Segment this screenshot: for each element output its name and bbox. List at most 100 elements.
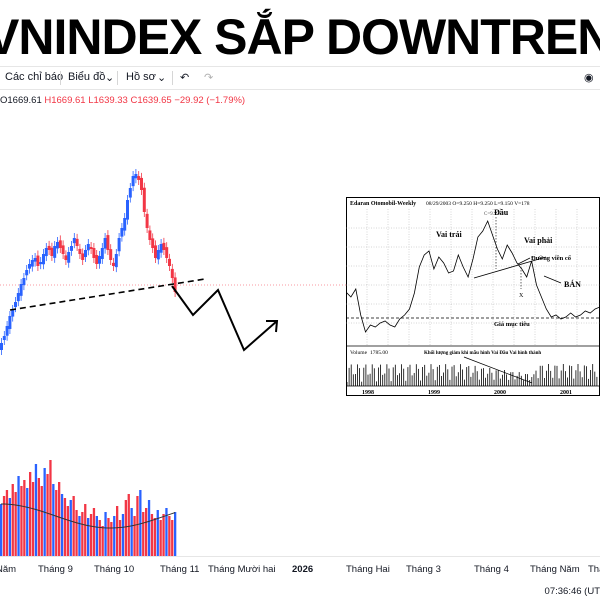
inset-year-label: 2001: [560, 390, 572, 396]
candle-body: [53, 246, 57, 258]
candle-body: [84, 250, 87, 258]
candle-body: [159, 244, 163, 253]
inset-year-label: 1999: [428, 390, 440, 396]
candle-body: [123, 218, 127, 231]
volume-bar: [46, 474, 49, 556]
inset-year-label: 1998: [362, 390, 374, 396]
volume-bar: [0, 504, 3, 556]
candle-body: [173, 277, 177, 292]
inset-right-shoulder-label: Vai phải: [524, 236, 553, 245]
toolbar-divider: [60, 71, 61, 85]
volume-bar: [63, 498, 67, 556]
volume-bar: [72, 496, 75, 556]
time-axis-label: Tháng 3: [406, 564, 441, 575]
candle-body: [117, 238, 121, 252]
candle-body: [70, 246, 73, 251]
inset-volume-label: Volume: [350, 350, 368, 356]
volume-bar: [84, 504, 87, 556]
candle-body: [14, 302, 17, 308]
volume-bar: [87, 518, 90, 556]
candle-body: [142, 187, 146, 212]
inset-neckline-pointer: [517, 257, 531, 265]
volume-bar: [118, 520, 122, 556]
inset-year-label: 2000: [494, 390, 506, 396]
candle-body: [78, 248, 82, 254]
clock-readout: 07:36:46 (UT: [544, 586, 600, 597]
redo-icon[interactable]: ↷: [204, 72, 214, 84]
volume-ma-line: [0, 503, 176, 529]
candle-body: [128, 188, 132, 198]
candle-body: [92, 248, 96, 258]
candle-body: [126, 200, 129, 220]
candle-body: [44, 248, 48, 257]
candle-body: [168, 258, 171, 266]
volume-bar: [156, 510, 159, 556]
candle-body: [5, 326, 9, 336]
ohlc-low: L1639.33: [88, 95, 128, 106]
volume-bar: [159, 520, 162, 556]
candle-body: [100, 248, 104, 259]
time-axis-label: Tháng 10: [94, 564, 135, 575]
candle-body: [16, 293, 20, 302]
candle-body: [75, 238, 79, 246]
chevron-down-icon[interactable]: ⌄: [105, 72, 115, 84]
volume-bar: [127, 494, 130, 556]
candle-body: [81, 253, 85, 260]
inset-grid: [346, 209, 600, 345]
volume-bar: [2, 496, 6, 556]
inset-frame: [346, 197, 600, 396]
price-chart[interactable]: [0, 88, 600, 556]
volume-bar: [78, 516, 81, 556]
candle-body: [156, 250, 160, 260]
volume-bar: [49, 460, 52, 556]
candle-body: [145, 213, 149, 228]
time-axis-label: Tháng Mười hai: [208, 564, 276, 575]
inset-volume-trendline: [463, 356, 533, 384]
candle-body: [151, 238, 155, 248]
candle-body: [165, 247, 169, 258]
volume-bar: [139, 490, 142, 556]
time-axis-label: 2026: [292, 564, 314, 575]
inset-volume-bars: [346, 364, 598, 386]
undo-icon[interactable]: ↶: [180, 72, 190, 84]
volume-bar: [168, 516, 171, 556]
chart-type-button[interactable]: Biểu đồ: [68, 71, 106, 83]
candle-body: [112, 262, 115, 266]
inset-volume-note: Khối lượng giảm khi mẫu hình Vai Đầu Vai…: [424, 350, 541, 356]
time-axis[interactable]: Năm Tháng 9 Tháng 10 Tháng 11 Tháng Mười…: [0, 556, 600, 600]
candle-body: [140, 177, 143, 190]
volume-bar: [136, 496, 139, 556]
inset-neckline-label: Đường viền cổ: [531, 255, 572, 262]
candle-body: [28, 264, 31, 269]
inset-left-shoulder-label: Vai trái: [436, 230, 462, 239]
volume-bar: [89, 514, 93, 556]
indicators-button[interactable]: Các chỉ báo: [5, 71, 64, 83]
chevron-down-icon[interactable]: ⌄: [157, 72, 167, 84]
volume-bar: [60, 494, 64, 556]
candle-body: [58, 240, 62, 248]
profile-button[interactable]: Hồ sơ: [126, 71, 156, 83]
volume-bar: [110, 522, 113, 556]
candle-body: [64, 255, 68, 260]
volume-bar: [147, 500, 151, 556]
inset-neckline: [473, 256, 547, 279]
candle-body: [61, 245, 65, 254]
camera-icon[interactable]: ◉: [584, 72, 594, 84]
inset-sell-pointer: [543, 275, 562, 284]
toolbar-divider: [117, 71, 118, 85]
candle-body: [106, 235, 110, 250]
candle-body: [98, 256, 101, 264]
time-axis-label: Tháng Hai: [346, 564, 390, 575]
time-axis-label: Tháng Năm: [530, 564, 580, 575]
volume-bar: [37, 478, 40, 556]
inset-close-stat: C=9.150: [484, 212, 502, 217]
candle-body: [42, 254, 45, 265]
candle-body: [95, 255, 99, 264]
candle-body: [109, 249, 113, 260]
volume-series: [0, 460, 177, 556]
ohlc-high: H1669.61: [44, 95, 86, 106]
inset-title: Edaran Otomobil-Weekly: [350, 201, 416, 207]
chart-toolbar: Các chỉ báo Biểu đồ ⌄ Hồ sơ ⌄ ↶ ↷ ◉: [0, 66, 600, 90]
volume-bar: [145, 508, 148, 556]
volume-bar: [101, 526, 104, 556]
